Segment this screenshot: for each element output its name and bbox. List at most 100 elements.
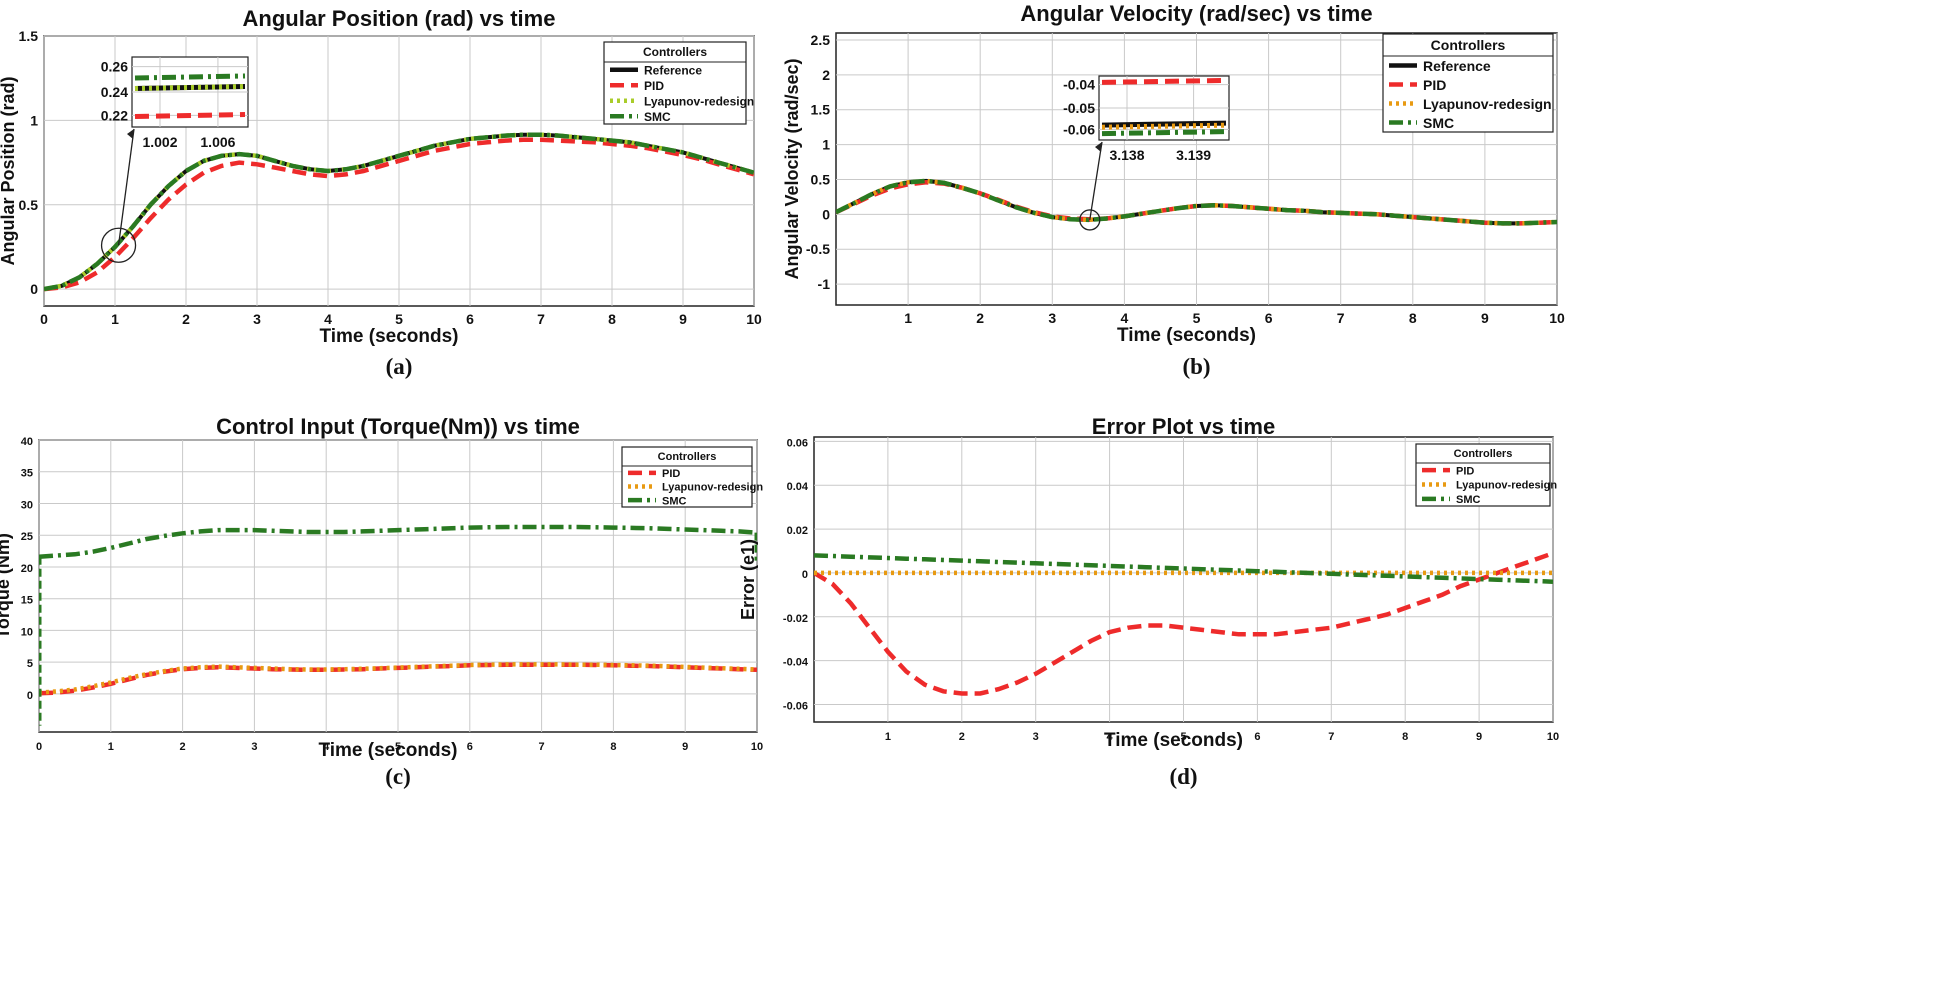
legend-title: Controllers (1431, 37, 1506, 53)
y-tick-label: 0 (30, 281, 38, 297)
y-tick-label: 1 (30, 112, 38, 128)
series-group (814, 551, 1553, 696)
chart-title: Angular Position (rad) vs time (243, 6, 556, 31)
y-tick-label: 10 (21, 626, 33, 638)
zoom-arrowhead (1095, 142, 1102, 152)
chart-a: 0 1 2 3 4 5 6 7 8 9 10 0 0.5 1 1.5 Angular Position (ra… (0, 6, 762, 379)
x-tick-label: 9 (682, 741, 688, 753)
y-axis-label: Torque (Nm) (0, 533, 13, 639)
x-tick-label: 8 (1402, 731, 1408, 743)
legend-box (621, 446, 753, 508)
x-tick-label: 4 (1121, 310, 1129, 326)
x-tick-label: 8 (1409, 310, 1417, 326)
chart-title: Error Plot vs time (1092, 414, 1275, 439)
inset-y-tick: 0.22 (101, 107, 128, 123)
x-tick-label: 8 (608, 311, 616, 327)
y-tick-label: 1.5 (19, 28, 39, 44)
inset-series-line (1101, 129, 1227, 137)
series-line-smc (44, 132, 754, 292)
x-tick-label: 6 (1254, 731, 1260, 743)
chart-title: Control Input (Torque(Nm)) vs time (216, 414, 580, 439)
y-axis-label: Angular Velocity (rad/sec) (782, 58, 802, 279)
x-tick-label: 7 (1337, 310, 1345, 326)
x-tick-label: 3 (1048, 310, 1056, 326)
legend-entry: Reference (644, 63, 702, 77)
inset-y-tick: -0.06 (1063, 121, 1095, 137)
x-tick-label: 0 (36, 741, 42, 753)
y-tick-label: 0.5 (811, 171, 831, 187)
y-tick-label: 40 (21, 436, 33, 448)
x-axis-label: Time (seconds) (1104, 730, 1243, 751)
x-tick-label: 3 (1033, 731, 1039, 743)
inset-y-tick: 0.26 (101, 59, 128, 75)
legend-title: Controllers (658, 451, 717, 463)
y-tick-label: 0 (802, 569, 808, 581)
legend-entry: Lyapunov-redesign (662, 482, 763, 494)
series-line-pid (39, 662, 757, 696)
legend-entry: SMC (1423, 115, 1454, 131)
x-tick-label: 7 (537, 311, 545, 327)
x-tick-label: 4 (323, 741, 330, 753)
y-axis-label: Angular Position (rad) (0, 76, 18, 265)
x-axis-label: Time (seconds) (319, 326, 458, 347)
x-tick-label: 5 (395, 741, 401, 753)
x-tick-label: 10 (1549, 310, 1565, 326)
legend: ControllersReferencePIDLyapunov-redesign… (1382, 33, 1554, 133)
legend: ControllersReferencePIDLyapunov-redesign… (603, 41, 754, 125)
y-tick-label: 20 (21, 563, 33, 575)
legend-title: Controllers (1454, 448, 1513, 460)
x-axis-label: Time (seconds) (318, 740, 457, 761)
x-tick-label: 1 (108, 741, 114, 753)
y-tick-label: 0.06 (787, 437, 808, 449)
x-tick-label: 10 (751, 741, 763, 753)
x-tick-label: 3 (253, 311, 261, 327)
x-tick-label: 7 (539, 741, 545, 753)
x-tick-label: 9 (1476, 731, 1482, 743)
x-tick-label: 2 (180, 741, 186, 753)
y-tick-label: 30 (21, 499, 33, 511)
y-tick-label: -0.04 (783, 657, 809, 669)
y-tick-label: -0.06 (783, 700, 808, 712)
x-tick-label: 9 (679, 311, 687, 327)
series-group (39, 524, 757, 726)
x-tick-label: 9 (1481, 310, 1489, 326)
y-tick-label: 1 (822, 137, 830, 153)
inset-y-tick: -0.05 (1063, 100, 1095, 116)
legend-entry: SMC (644, 110, 671, 124)
chart-b: 1 2 3 4 5 6 7 8 9 10 -1 -0.5 0 0.5 1 1.5 2 2.5 Angular Vel… (782, 1, 1565, 379)
y-tick-label: 25 (21, 531, 33, 543)
x-tick-label: 10 (1547, 731, 1559, 743)
panel-caption: (a) (386, 354, 413, 379)
legend-entry: SMC (1456, 494, 1481, 506)
x-tick-label: 2 (976, 310, 984, 326)
series-line-pid (814, 551, 1553, 696)
x-tick-label: 8 (610, 741, 616, 753)
y-tick-label: 1.5 (811, 102, 831, 118)
legend-entry: Lyapunov-redesign (644, 94, 754, 108)
y-tick-label: 5 (27, 658, 33, 670)
x-tick-label: 2 (959, 731, 965, 743)
y-tick-label: 35 (21, 468, 33, 480)
x-tick-label: 6 (1265, 310, 1273, 326)
zoom-circle (100, 227, 137, 263)
chart-c: 0 1 2 3 4 5 6 7 8 9 10 0 5 10 15 20 25 30 35 40 Control Inpu… (0, 414, 763, 789)
inset-y-tick: 0.24 (101, 84, 128, 100)
inset-y-tick: -0.04 (1063, 77, 1095, 93)
chart-d: 1 2 3 4 5 6 7 8 9 10 -0.06 -0.04 -0.02 0 0.02 0.04 0.06 E… (738, 414, 1559, 789)
y-tick-label: -0.02 (783, 613, 808, 625)
panel-caption: (c) (385, 764, 411, 789)
y-tick-label: -1 (818, 276, 831, 292)
y-tick-label: 0.04 (787, 481, 809, 493)
x-tick-label: 6 (466, 311, 474, 327)
legend-entry: Lyapunov-redesign (1456, 480, 1557, 492)
series-group (44, 132, 754, 292)
y-tick-label: 0.02 (787, 525, 808, 537)
x-tick-label: 5 (1193, 310, 1201, 326)
y-tick-label: 0.5 (19, 197, 39, 213)
x-tick-label: 5 (395, 311, 403, 327)
x-tick-label: 3 (251, 741, 257, 753)
legend-entry: SMC (662, 495, 687, 507)
